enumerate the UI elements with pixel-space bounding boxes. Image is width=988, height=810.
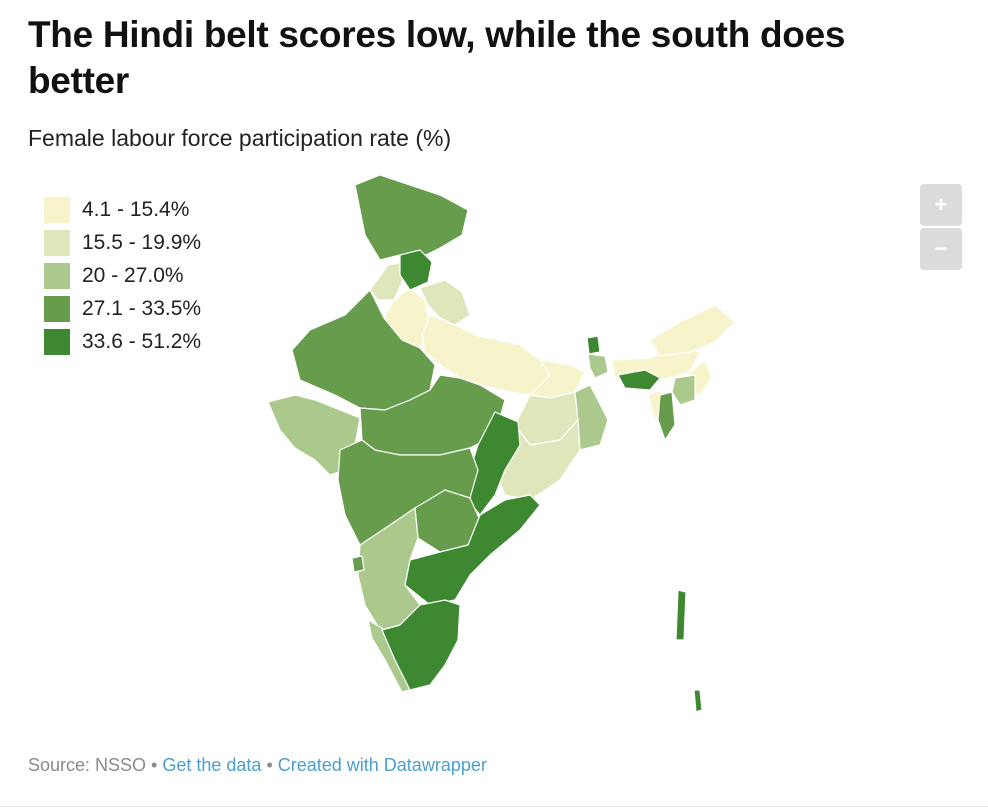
region-mizoram[interactable] <box>657 391 676 441</box>
zoom-out-button[interactable]: − <box>920 228 962 270</box>
region-karnataka[interactable] <box>357 507 421 631</box>
source-text: Source: NSSO <box>28 755 147 775</box>
india-choropleth-map[interactable] <box>250 170 750 720</box>
legend-item: 33.6 - 51.2% <box>44 325 201 358</box>
legend-label: 4.1 - 15.4% <box>82 197 190 221</box>
get-data-link[interactable]: Get the data <box>162 755 262 775</box>
legend-label: 20 - 27.0% <box>82 263 184 287</box>
footer-separator: • <box>146 755 163 775</box>
legend-swatch <box>44 328 70 355</box>
datawrapper-link[interactable]: Created with Datawrapper <box>277 755 487 775</box>
legend-swatch <box>44 295 70 322</box>
legend-swatch <box>44 196 70 223</box>
footer-separator: • <box>261 755 278 775</box>
legend-label: 27.1 - 33.5% <box>82 296 202 320</box>
legend-item: 4.1 - 15.4% <box>44 193 201 226</box>
region-arunachal-pradesh[interactable] <box>649 304 736 357</box>
legend-item: 27.1 - 33.5% <box>44 292 201 325</box>
chart-title: The Hindi belt scores low, while the sou… <box>28 14 846 101</box>
legend-label: 33.6 - 51.2% <box>82 329 202 353</box>
region-west-bengal[interactable] <box>574 384 609 451</box>
region-goa[interactable] <box>351 555 365 573</box>
region-meghalaya[interactable] <box>617 369 661 391</box>
region-north-bengal[interactable] <box>587 353 609 379</box>
legend-item: 20 - 27.0% <box>44 259 201 292</box>
legend: 4.1 - 15.4% 15.5 - 19.9% 20 - 27.0% 27.1… <box>44 193 201 358</box>
legend-swatch <box>44 262 70 289</box>
region-himachal-pradesh[interactable] <box>399 249 433 291</box>
legend-label: 15.5 - 19.9% <box>82 230 202 254</box>
legend-swatch <box>44 229 70 256</box>
region-andaman-nicobar[interactable] <box>675 589 687 641</box>
zoom-in-button[interactable]: + <box>920 184 962 226</box>
bottom-divider <box>0 806 988 807</box>
region-uttar-pradesh[interactable] <box>421 314 551 396</box>
region-nicobar[interactable] <box>693 689 703 713</box>
region-uttarakhand[interactable] <box>419 279 471 326</box>
region-tamil-nadu[interactable] <box>381 599 461 691</box>
region-andhra-pradesh[interactable] <box>404 494 541 606</box>
legend-item: 15.5 - 19.9% <box>44 226 201 259</box>
region-jammu-kashmir[interactable] <box>354 174 469 261</box>
region-nagaland-east[interactable] <box>671 374 696 406</box>
chart-subtitle: Female labour force participation rate (… <box>28 125 452 151</box>
footer: Source: NSSO • Get the data • Created wi… <box>28 755 487 776</box>
region-sikkim[interactable] <box>586 335 601 355</box>
